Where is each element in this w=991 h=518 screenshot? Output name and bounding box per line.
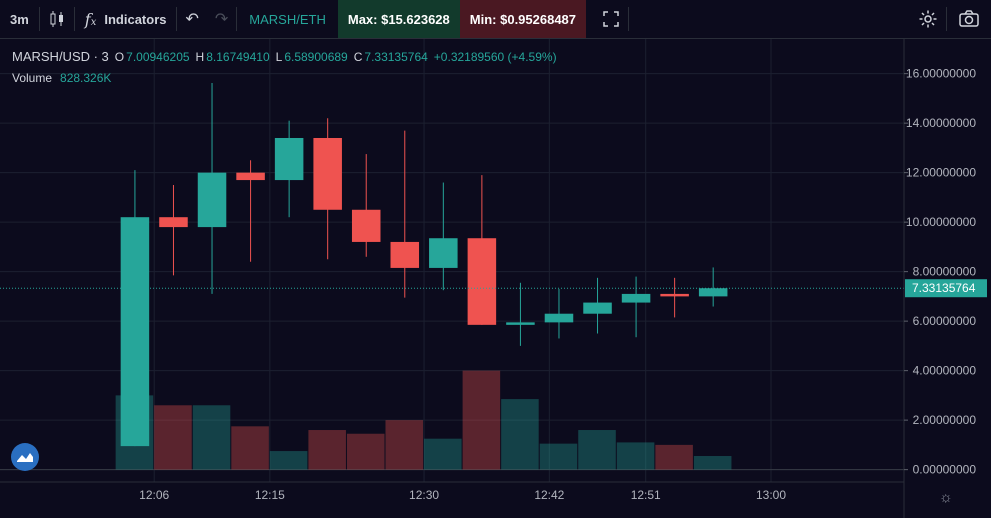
volume-bar — [501, 399, 539, 470]
volume-bar — [462, 370, 501, 470]
toolbar-divider — [946, 7, 947, 31]
price-axis-label: 0.00000000 — [913, 463, 977, 477]
volume-bar — [269, 451, 308, 470]
volume-bar — [231, 426, 269, 470]
settings-gear-icon[interactable] — [910, 9, 946, 29]
min-price-label: Min: $0.95268487 — [469, 11, 577, 27]
legend-close-label: C — [353, 49, 363, 64]
volume-bar — [616, 442, 655, 470]
candle-body — [467, 238, 497, 325]
time-axis-label: 12:51 — [631, 488, 661, 502]
function-icon: fx — [84, 9, 97, 29]
price-axis-label: 12.00000000 — [906, 166, 976, 180]
time-axis-label: 12:30 — [409, 488, 439, 502]
price-axis-label: 8.00000000 — [913, 265, 977, 279]
max-price-badge: Max: $15.623628 — [337, 0, 460, 38]
candle-body — [351, 209, 381, 242]
price-axis-label: 10.00000000 — [906, 215, 976, 229]
legend-volume-label: Volume — [12, 70, 53, 85]
toolbar-divider — [628, 7, 630, 31]
fullscreen-icon[interactable] — [594, 10, 628, 28]
toolbar: 3m fx Indicators ↶ ↷ MARSH/ETH Max: $15.… — [0, 0, 991, 39]
time-axis-label: 12:42 — [534, 488, 564, 502]
toolbar-divider — [73, 7, 75, 31]
time-axis-label: 12:06 — [139, 488, 169, 502]
legend-volume-value: 828.326K — [60, 70, 112, 85]
volume-bar — [655, 444, 693, 470]
time-axis-label: 13:00 — [756, 488, 786, 502]
candle-body — [313, 137, 342, 210]
legend-close-value: 7.33135764 — [364, 49, 428, 64]
candle-body — [621, 293, 651, 303]
volume-bar — [693, 456, 732, 470]
legend-high-label: H — [195, 49, 205, 64]
symbol-button[interactable]: MARSH/ETH — [237, 0, 338, 38]
candle-body — [660, 293, 689, 297]
volume-bar — [578, 430, 616, 470]
candlestick-chart[interactable]: 16.00000000 14.00000000 12.00000000 10.0000… — [0, 39, 991, 518]
min-price-badge: Min: $0.95268487 — [459, 0, 587, 38]
legend-symbol-title: MARSH/USD · 3 — [12, 49, 109, 64]
max-price-label: Max: $15.623628 — [347, 11, 450, 27]
candle-body — [544, 313, 574, 323]
theme-sun-icon[interactable]: ☼ — [939, 489, 953, 506]
price-axis-label: 16.00000000 — [906, 67, 976, 81]
volume-bar — [539, 443, 578, 470]
candle-body — [159, 217, 188, 228]
last-price-badge — [905, 279, 987, 298]
candles-chart-type-icon[interactable] — [40, 10, 74, 28]
price-axis-label: 14.00000000 — [906, 116, 976, 130]
legend-high-value: 8.16749410 — [206, 49, 270, 64]
symbol-label: MARSH/ETH — [249, 11, 326, 27]
chart-axes: 16.00000000 14.00000000 12.00000000 10.0000… — [0, 39, 987, 518]
camera-icon[interactable] — [947, 10, 991, 28]
legend-low-label: L — [275, 49, 283, 64]
legend-open-label: O — [114, 49, 125, 64]
candle-body — [583, 302, 612, 314]
last-price-label: 7.33135764 — [912, 281, 976, 295]
price-axis-label: 4.00000000 — [913, 364, 977, 378]
toolbar-divider — [236, 7, 238, 31]
toolbar-divider — [176, 7, 178, 31]
time-axis-label: 12:15 — [255, 488, 285, 502]
redo-icon[interactable]: ↷ — [214, 11, 229, 28]
indicators-label: Indicators — [104, 11, 167, 27]
tradingview-logo-icon[interactable] — [11, 443, 39, 471]
volume-bar — [192, 405, 231, 470]
toolbar-divider — [38, 7, 40, 31]
candle-body — [698, 288, 728, 297]
candle-body — [429, 238, 458, 268]
candle-body — [390, 241, 420, 268]
candle-body — [506, 322, 535, 325]
volume-bar — [346, 433, 385, 470]
volume-bar — [308, 430, 346, 470]
volume-bar — [424, 438, 462, 470]
indicators-button[interactable]: fx Indicators — [75, 0, 177, 38]
legend-low-value: 6.58900689 — [284, 49, 348, 64]
price-axis-label: 6.00000000 — [913, 314, 977, 328]
candles — [120, 83, 728, 447]
volume-legend-row: Volume 828.326K — [12, 67, 563, 88]
candle-body — [197, 172, 227, 228]
undo-icon[interactable]: ↶ — [185, 11, 199, 28]
price-axis-label: 2.00000000 — [913, 413, 977, 427]
interval-button[interactable]: 3m — [0, 0, 39, 38]
legend-open-value: 7.00946205 — [126, 49, 190, 64]
legend-change-value: +0.32189560 (+4.59%) — [433, 49, 557, 64]
interval-label: 3m — [10, 11, 29, 27]
candle-body — [274, 137, 304, 181]
candle-body — [120, 217, 150, 447]
volume-bar — [154, 405, 192, 470]
volume-bar — [385, 420, 424, 470]
chart-grid — [0, 39, 904, 482]
candle-body — [236, 172, 265, 181]
